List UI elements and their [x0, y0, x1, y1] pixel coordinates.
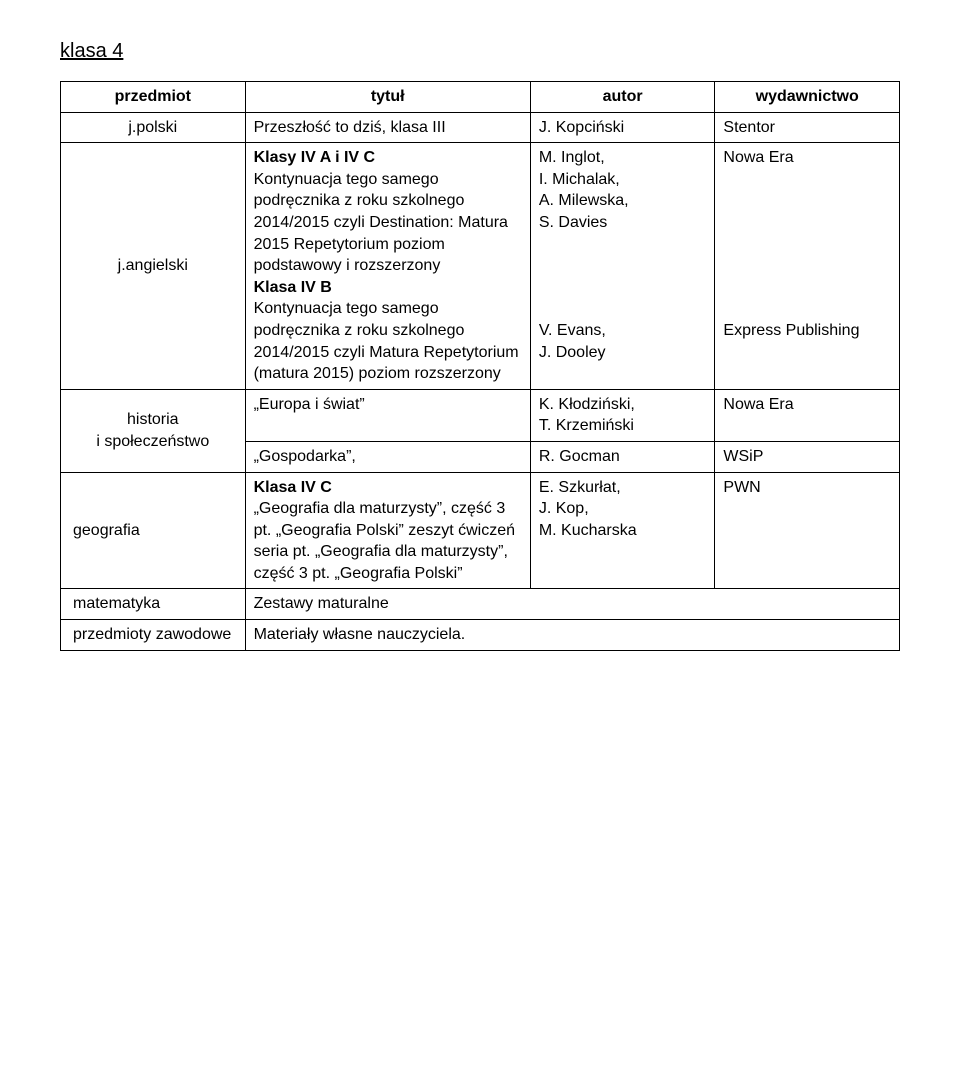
title-head: Klasy IV A i IV C — [254, 149, 376, 166]
header-subject: przedmiot — [61, 82, 246, 113]
cell-title: Przeszłość to dziś, klasa III — [245, 112, 530, 143]
title-head: Klasa IV B — [254, 279, 332, 296]
table-row: przedmioty zawodowe Materiały własne nau… — [61, 620, 900, 651]
cell-publisher: WSiP — [715, 441, 900, 472]
cell-title: Klasy IV A i IV C Kontynuacja tego sameg… — [245, 143, 530, 390]
cell-title: Materiały własne nauczyciela. — [245, 620, 899, 651]
cell-subject: historia i społeczeństwo — [61, 389, 246, 472]
table-row: matematyka Zestawy maturalne — [61, 589, 900, 620]
cell-subject: geografia — [61, 472, 246, 589]
cell-author: E. Szkurłat, J. Kop, M. Kucharska — [530, 472, 715, 589]
cell-publisher: Stentor — [715, 112, 900, 143]
table-row: geografia Klasa IV C „Geografia dla matu… — [61, 472, 900, 589]
table-header-row: przedmiot tytuł autor wydawnictwo — [61, 82, 900, 113]
author-b: V. Evans, J. Dooley — [539, 322, 606, 361]
cell-title: „Europa i świat” — [245, 389, 530, 441]
table-row: j.polski Przeszłość to dziś, klasa III J… — [61, 112, 900, 143]
cell-author: K. Kłodziński, T. Krzemiński — [530, 389, 715, 441]
header-author: autor — [530, 82, 715, 113]
author-a: M. Inglot, I. Michalak, A. Milewska, S. … — [539, 149, 629, 231]
cell-author: J. Kopciński — [530, 112, 715, 143]
cell-publisher: Nowa Era Express Publishing — [715, 143, 900, 390]
title-body: Kontynuacja tego samego podręcznika z ro… — [254, 171, 508, 274]
cell-author: M. Inglot, I. Michalak, A. Milewska, S. … — [530, 143, 715, 390]
cell-subject: matematyka — [61, 589, 246, 620]
cell-title: Klasa IV C „Geografia dla maturzysty”, c… — [245, 472, 530, 589]
title-body: Kontynuacja tego samego podręcznika z ro… — [254, 300, 519, 382]
publisher-a: Nowa Era — [723, 149, 793, 166]
header-title: tytuł — [245, 82, 530, 113]
page-title: klasa 4 — [60, 40, 900, 63]
publisher-b: Express Publishing — [723, 322, 859, 339]
cell-title: Zestawy maturalne — [245, 589, 899, 620]
textbook-table: przedmiot tytuł autor wydawnictwo j.pols… — [60, 81, 900, 651]
cell-subject: j.angielski — [61, 143, 246, 390]
table-row: j.angielski Klasy IV A i IV C Kontynuacj… — [61, 143, 900, 390]
title-body: „Geografia dla maturzysty”, część 3 pt. … — [254, 500, 515, 582]
cell-publisher: Nowa Era — [715, 389, 900, 441]
cell-author: R. Gocman — [530, 441, 715, 472]
cell-publisher: PWN — [715, 472, 900, 589]
header-publisher: wydawnictwo — [715, 82, 900, 113]
title-head: Klasa IV C — [254, 479, 332, 496]
cell-title: „Gospodarka”, — [245, 441, 530, 472]
table-row: historia i społeczeństwo „Europa i świat… — [61, 389, 900, 441]
cell-subject: j.polski — [61, 112, 246, 143]
cell-subject: przedmioty zawodowe — [61, 620, 246, 651]
